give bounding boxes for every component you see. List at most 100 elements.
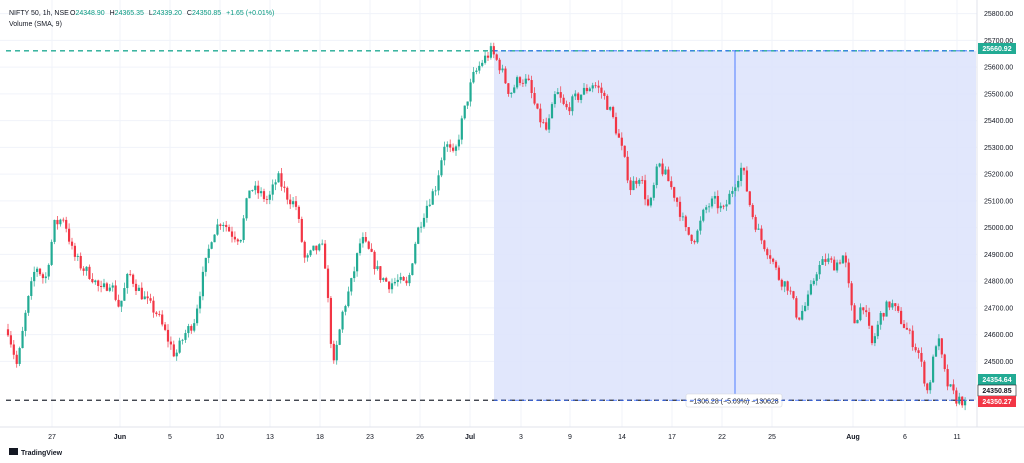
y-tick-label: 24900.00 <box>984 252 1013 259</box>
candle-body <box>626 156 629 181</box>
candle-body <box>41 274 45 279</box>
candle-body <box>152 300 155 313</box>
candle-body <box>594 85 597 87</box>
price-axis[interactable]: 24500.00 24600.00 24700.00 24800.00 24900.00… <box>984 11 1013 366</box>
candle-body <box>15 354 18 364</box>
tradingview-logo[interactable]: TradingView <box>9 448 63 457</box>
candle-body <box>239 239 242 242</box>
candle-body <box>129 273 132 275</box>
x-tick-label: Aug <box>846 434 860 441</box>
candles-layer <box>6 42 967 411</box>
candle-body <box>254 185 257 191</box>
candle-body <box>137 287 141 291</box>
candle-body <box>492 46 495 55</box>
candle-body <box>280 173 283 187</box>
candle-body <box>911 330 914 348</box>
candle-body <box>693 240 696 243</box>
candle-body <box>865 310 868 313</box>
candle-body <box>134 283 138 291</box>
candle-body <box>56 219 59 225</box>
candle-body <box>961 396 964 406</box>
candle-body <box>486 55 490 58</box>
price-label-high: 25660.92 <box>982 46 1011 53</box>
candle-body <box>449 144 452 148</box>
candle-body <box>193 323 196 331</box>
candle-body <box>617 133 621 138</box>
candle-body <box>780 279 783 287</box>
candle-body <box>286 187 289 200</box>
candle-body <box>155 312 158 315</box>
candle-body <box>321 243 324 245</box>
candle-body <box>844 255 847 263</box>
candle-body <box>539 108 542 123</box>
candle-body <box>873 336 877 344</box>
candle-body <box>574 93 577 97</box>
x-tick-label: 26 <box>416 434 424 441</box>
x-tick-label: 17 <box>668 434 676 441</box>
candle-body <box>742 167 746 171</box>
candle-body <box>760 228 763 241</box>
candle-body <box>737 180 740 188</box>
candle-body <box>655 166 658 186</box>
candle-body <box>897 306 900 311</box>
candle-body <box>27 295 30 313</box>
candle-body <box>696 230 699 243</box>
candle-body <box>59 219 62 225</box>
candle-body <box>821 259 824 266</box>
candle-body <box>798 317 801 320</box>
candle-body <box>428 204 431 206</box>
candle-body <box>422 217 426 227</box>
candle-body <box>923 361 926 384</box>
candle-body <box>88 266 91 279</box>
ohlc-low: 24339.20 <box>153 10 182 17</box>
candle-body <box>894 303 897 307</box>
candle-body <box>937 338 941 347</box>
candle-body <box>297 206 301 219</box>
candle-body <box>763 240 766 250</box>
candle-body <box>108 287 111 291</box>
candle-body <box>547 118 551 130</box>
x-tick-label: 5 <box>168 434 172 441</box>
candle-body <box>565 103 568 108</box>
candle-body <box>175 352 178 357</box>
y-tick-label: 24800.00 <box>984 279 1013 286</box>
y-tick-label: 25300.00 <box>984 145 1013 152</box>
candle-body <box>751 205 754 218</box>
candle-body <box>248 190 251 199</box>
candle-body <box>504 68 507 84</box>
candle-body <box>312 245 315 251</box>
candle-body <box>949 384 952 387</box>
candle-body <box>914 347 917 351</box>
candle-body <box>300 218 303 242</box>
candle-body <box>402 276 405 281</box>
candle-body <box>358 243 362 254</box>
candle-body <box>414 243 417 264</box>
candle-body <box>6 329 10 336</box>
candle-body <box>361 237 365 244</box>
candle-body <box>91 278 94 283</box>
candle-body <box>769 255 772 259</box>
candle-body <box>370 248 373 252</box>
candle-body <box>431 191 434 205</box>
candle-body <box>833 259 836 271</box>
candle-body <box>661 163 664 175</box>
candle-body <box>614 117 618 134</box>
candle-body <box>795 298 798 318</box>
candle-body <box>681 216 685 218</box>
candle-body <box>149 298 152 301</box>
candle-body <box>850 283 853 306</box>
candle-body <box>376 266 379 270</box>
candle-body <box>713 195 717 199</box>
candle-body <box>440 160 443 176</box>
candle-body <box>867 312 871 326</box>
candle-body <box>501 68 504 71</box>
candle-body <box>577 93 580 100</box>
candle-body <box>21 330 24 349</box>
time-axis[interactable]: 27 Jun 5 10 13 18 23 26 Jul 3 9 14 17 22 25 Aug 6 11 <box>48 434 961 441</box>
candle-body <box>518 77 522 83</box>
candle-body <box>888 301 891 308</box>
candle-body <box>649 197 653 206</box>
y-tick-label: 24600.00 <box>984 332 1013 339</box>
